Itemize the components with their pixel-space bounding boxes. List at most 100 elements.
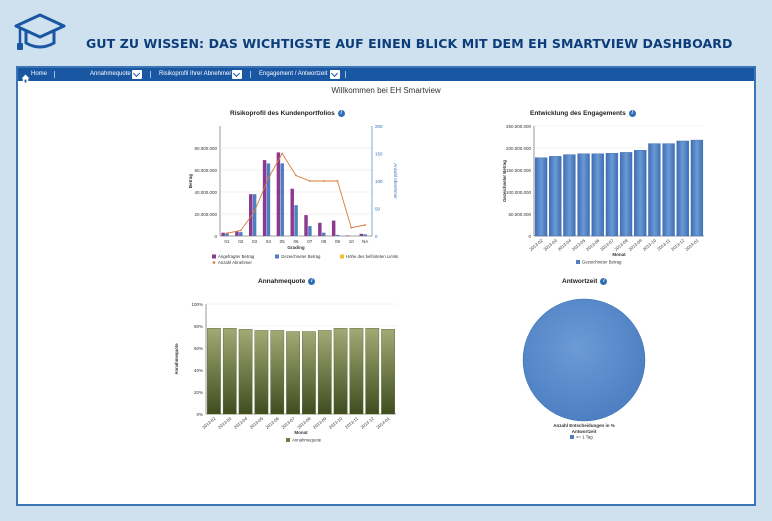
line-point bbox=[350, 226, 353, 229]
y-axis-label: Gezeichneter Betrag bbox=[502, 160, 507, 202]
bar bbox=[207, 328, 221, 415]
nav-bar: Home Annahmequote Risikoprofil Ihrer Abn… bbox=[18, 68, 754, 83]
x-tick-label: 06 bbox=[293, 239, 299, 244]
bar bbox=[331, 220, 336, 236]
bar bbox=[676, 140, 689, 237]
x-tick-label: 03 bbox=[252, 239, 258, 244]
x-tick-label: 2013-10 bbox=[328, 416, 344, 430]
nav-divider bbox=[150, 71, 151, 78]
x-axis-label: Grading bbox=[287, 245, 305, 250]
x-tick-label: 2014-01 bbox=[375, 416, 391, 430]
bar bbox=[591, 153, 604, 237]
chevron-down-icon[interactable] bbox=[232, 70, 242, 79]
bar bbox=[239, 232, 243, 236]
y-tick-label: 200.000.000 bbox=[506, 146, 532, 151]
bar bbox=[270, 330, 285, 415]
y-tick-label: 150.000.000 bbox=[506, 168, 532, 173]
x-tick-label: NA bbox=[362, 239, 368, 244]
nav-divider bbox=[250, 71, 251, 78]
bar bbox=[225, 233, 229, 236]
bar bbox=[266, 163, 271, 236]
x-tick-label: 2013-04 bbox=[557, 238, 573, 252]
bar bbox=[321, 232, 326, 236]
nav-risikoprofil[interactable]: Risikoprofil Ihrer Abnehmer bbox=[159, 71, 232, 77]
bar bbox=[318, 222, 322, 236]
bar bbox=[302, 331, 316, 415]
line-point bbox=[308, 180, 311, 182]
bar bbox=[365, 328, 380, 415]
y-tick-label: 60.000.000 bbox=[194, 168, 217, 173]
chart-title-text: Risikoprofil des Kundenportfolios bbox=[230, 110, 335, 118]
risikoprofil-chart: 0 20.000.000 40.000.000 60.000.000 80.000.00… bbox=[188, 124, 398, 265]
x-tick-label: 2013-07 bbox=[280, 416, 296, 430]
x-tick-label: 2013-06 bbox=[585, 238, 601, 252]
y-tick-label: 80% bbox=[194, 324, 203, 329]
bar bbox=[345, 235, 350, 236]
nav-home-link[interactable]: Home bbox=[31, 71, 48, 77]
y-tick-label: 100.000.000 bbox=[506, 190, 532, 195]
x-tick-label: 2013-08 bbox=[613, 238, 629, 252]
bar bbox=[286, 331, 300, 415]
x-tick-label: 2013-04 bbox=[233, 416, 249, 430]
chart-title-annahmequote: Annahmequote i bbox=[258, 278, 316, 286]
legend-label: Höhe des befristeten Limits bbox=[346, 254, 398, 259]
chart-title-risikoprofil: Risikoprofil des Kundenportfolios i bbox=[230, 110, 345, 117]
legend-label: Gezeichneter Betrag bbox=[281, 254, 321, 259]
line-point bbox=[267, 177, 270, 180]
nav-engagement[interactable]: Engagement / Antwortzeit bbox=[259, 71, 328, 77]
legend-label: Annahmequote bbox=[292, 438, 322, 443]
chart-title-antwortzeit: Antwortzeit i bbox=[562, 278, 608, 285]
x-tick-label: 10 bbox=[349, 239, 355, 244]
engagement-chart: 0 50.000.000 100.000.000 150.000.000 200.000… bbox=[502, 124, 704, 265]
bar bbox=[349, 328, 364, 415]
legend-label: Anzahl Abnehmer bbox=[218, 260, 252, 265]
y-axis-label: Annahmequote bbox=[174, 343, 179, 375]
nav-divider bbox=[54, 71, 55, 78]
bar bbox=[534, 157, 548, 237]
chevron-down-icon[interactable] bbox=[132, 70, 142, 79]
chart-title-text: Annahmequote bbox=[258, 278, 306, 286]
bar bbox=[262, 160, 267, 236]
x-tick-label: 05 bbox=[280, 239, 286, 244]
x-tick-label: 2013-12 bbox=[360, 416, 376, 430]
legend-title: Antwortzeit bbox=[572, 429, 597, 434]
bar bbox=[280, 163, 284, 236]
bar bbox=[577, 153, 590, 237]
y-tick-label: 250.000.000 bbox=[506, 124, 532, 129]
line-point bbox=[336, 180, 339, 182]
x-tick-label: 02 bbox=[238, 239, 244, 244]
line-point bbox=[295, 174, 297, 177]
legend-marker bbox=[286, 438, 290, 442]
chevron-down-icon[interactable] bbox=[330, 70, 340, 79]
bar bbox=[238, 329, 253, 415]
home-icon[interactable] bbox=[21, 70, 30, 83]
y-tick-label: 50.000.000 bbox=[508, 212, 531, 217]
header-banner: GUT ZU WISSEN: DAS WICHTIGSTE AUF EINEN … bbox=[0, 0, 772, 66]
line-point bbox=[364, 224, 366, 226]
bar bbox=[276, 152, 281, 236]
nav-annahmequote[interactable]: Annahmequote bbox=[90, 71, 131, 77]
info-icon[interactable]: i bbox=[308, 278, 316, 285]
x-tick-label: 2013-03 bbox=[217, 416, 233, 430]
info-icon[interactable]: i bbox=[337, 110, 345, 117]
bar bbox=[249, 194, 253, 236]
chart-title-engagement: Entwicklung des Engagements i bbox=[530, 110, 636, 117]
y2-tick-label: 200 bbox=[375, 124, 383, 129]
info-icon[interactable]: i bbox=[600, 278, 608, 285]
legend-marker bbox=[576, 260, 580, 264]
bar bbox=[363, 234, 367, 236]
bar bbox=[563, 154, 576, 237]
y2-tick-label: 150 bbox=[375, 152, 383, 157]
x-tick-label: 2013-02 bbox=[201, 416, 217, 430]
x-tick-label: 2013-11 bbox=[344, 416, 360, 430]
bar bbox=[690, 139, 704, 237]
y2-tick-label: 0 bbox=[375, 234, 378, 239]
x-tick-label: 01 bbox=[224, 239, 230, 244]
legend-label: Angefragter Betrag bbox=[218, 254, 255, 259]
info-icon[interactable]: i bbox=[628, 110, 636, 117]
bar bbox=[335, 234, 340, 236]
y-tick-label: 40.000.000 bbox=[194, 190, 217, 195]
x-tick-label: 2013-09 bbox=[628, 238, 644, 252]
bar bbox=[254, 330, 269, 415]
x-tick-label: 07 bbox=[307, 239, 313, 244]
